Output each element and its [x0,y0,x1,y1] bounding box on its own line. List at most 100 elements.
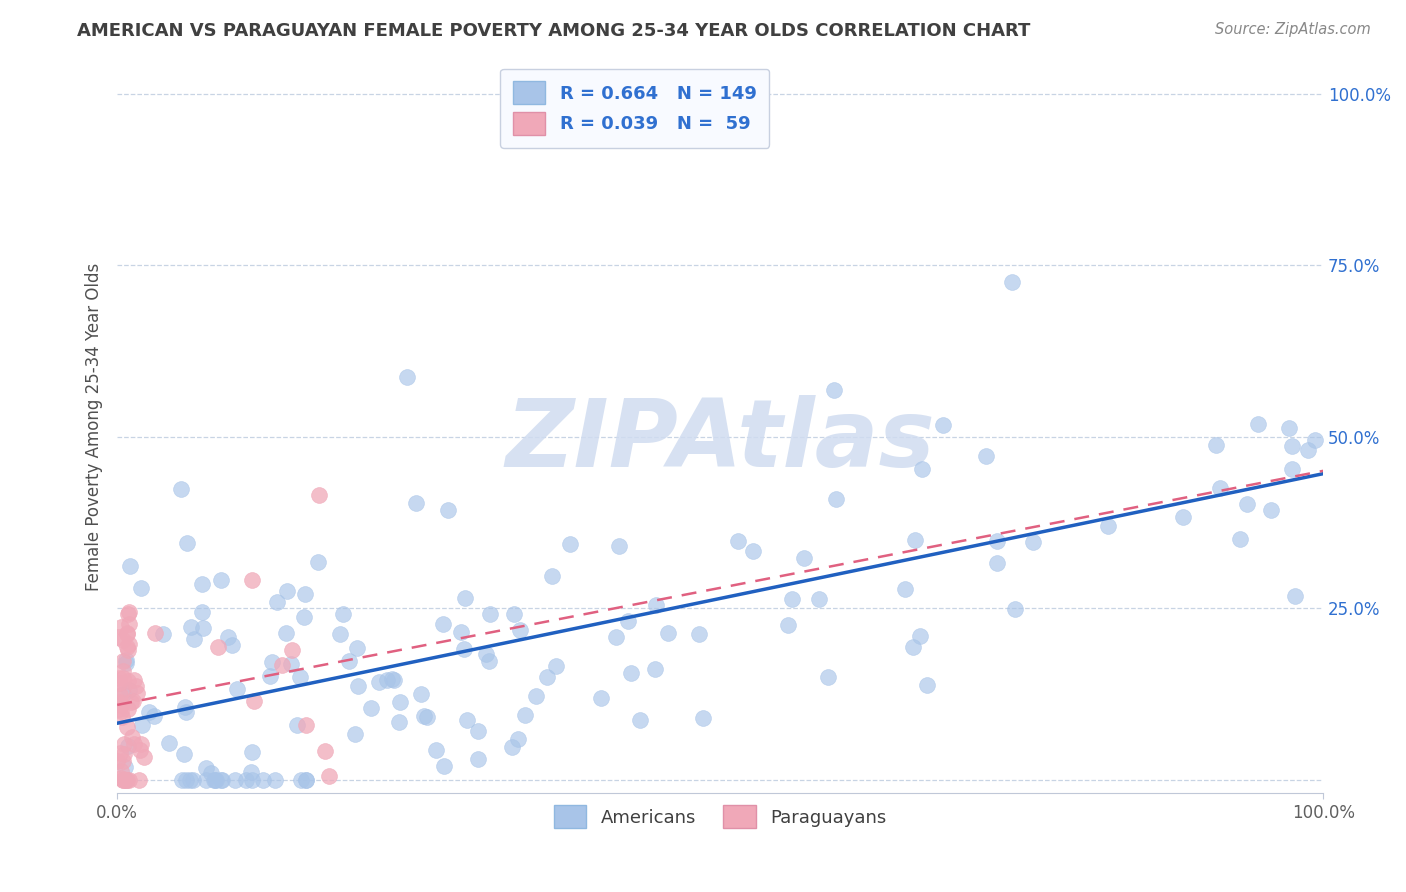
Point [211,772,233,787]
Point [932,417,955,432]
Point [110,704,132,718]
Point [276,584,298,599]
Point [782,592,804,607]
Point [204,772,226,787]
Point [332,607,354,622]
Point [903,533,925,547]
Point [183,772,205,787]
Point [1022,534,1045,549]
Point [118,616,141,631]
Y-axis label: Female Poverty Among 25-34 Year Olds: Female Poverty Among 25-34 Year Olds [86,262,103,591]
Point [692,711,714,725]
Point [112,632,135,647]
Point [117,640,139,655]
Point [295,718,318,732]
Point [294,772,316,787]
Point [114,653,136,667]
Point [1236,497,1258,511]
Point [509,623,531,637]
Point [121,694,143,708]
Point [207,640,229,654]
Point [173,700,195,714]
Point [117,607,139,622]
Point [122,738,145,752]
Point [825,492,848,507]
Point [205,772,228,787]
Point [560,536,582,550]
Point [986,534,1008,549]
Point [120,558,142,573]
Point [112,664,135,678]
Point [129,743,152,757]
Point [454,591,477,605]
Point [367,675,389,690]
Point [308,488,330,502]
Point [295,772,318,787]
Point [501,739,523,754]
Point [107,630,129,644]
Point [456,714,478,728]
Point [142,709,165,723]
Point [823,383,845,397]
Point [131,718,153,732]
Point [111,684,134,698]
Point [129,738,152,752]
Point [412,709,434,723]
Point [607,539,630,553]
Point [467,752,489,766]
Point [294,587,316,601]
Point [157,735,180,749]
Point [117,674,139,689]
Point [111,772,134,787]
Point [436,503,458,517]
Point [1281,461,1303,475]
Point [131,581,153,595]
Point [152,627,174,641]
Point [111,654,134,668]
Point [124,673,146,688]
Point [108,671,131,685]
Point [776,618,799,632]
Point [180,620,202,634]
Point [894,582,917,596]
Point [453,642,475,657]
Point [115,627,138,641]
Point [221,638,243,652]
Point [226,682,249,697]
Point [179,772,201,787]
Point [169,482,191,496]
Point [195,772,218,787]
Point [911,462,934,476]
Point [727,534,749,549]
Point [115,772,138,787]
Point [416,710,439,724]
Point [1278,421,1301,435]
Point [381,672,404,686]
Point [411,687,433,701]
Point [1260,502,1282,516]
Point [191,577,214,591]
Point [270,658,292,673]
Point [274,626,297,640]
Point [741,543,763,558]
Point [111,671,134,685]
Point [688,626,710,640]
Point [513,707,536,722]
Point [191,605,214,619]
Point [112,747,135,761]
Point [524,689,547,703]
Point [280,657,302,671]
Point [807,592,830,607]
Text: ZIPAtlas: ZIPAtlas [505,395,935,487]
Point [118,772,141,787]
Point [346,640,368,655]
Point [117,739,139,753]
Point [908,629,931,643]
Point [110,771,132,785]
Point [174,772,197,787]
Point [107,754,129,768]
Point [620,665,643,680]
Point [240,573,263,587]
Point [114,772,136,787]
Point [290,772,312,787]
